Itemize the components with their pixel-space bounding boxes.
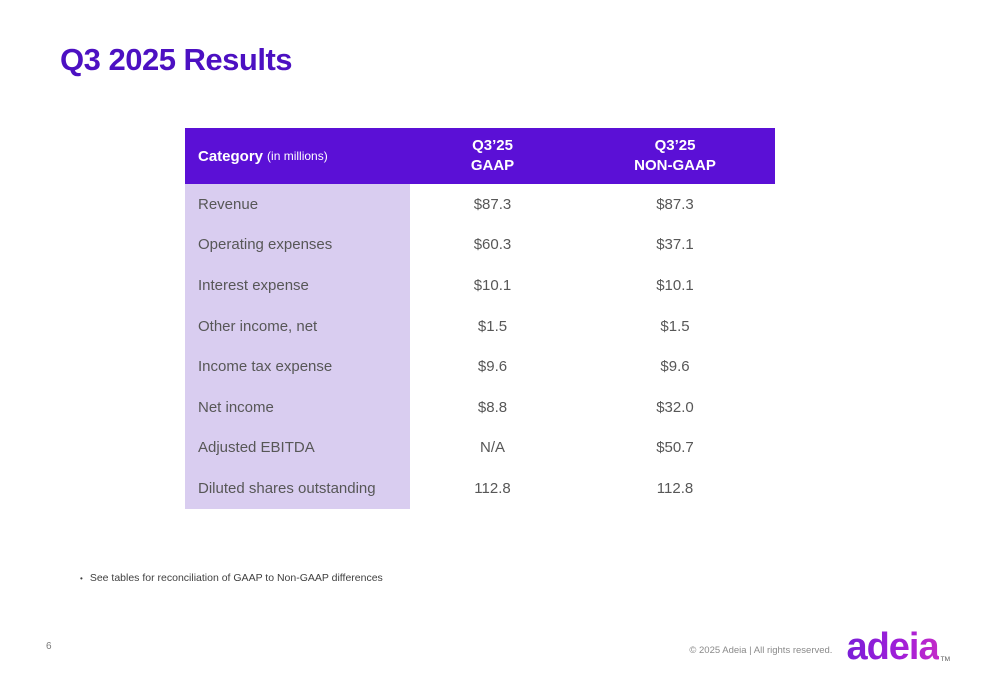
table-row: Interest expense $10.1 $10.1	[185, 265, 775, 306]
table-row: Other income, net $1.5 $1.5	[185, 305, 775, 347]
row-non-gaap-value: $50.7	[656, 439, 694, 457]
row-non-gaap-value: $1.5	[660, 317, 690, 335]
row-gaap-value: $87.3	[473, 195, 512, 213]
gaap-header-line1: Q3’25	[472, 136, 513, 154]
financial-results-table: Category (in millions) Q3’25 GAAP Q3’25 …	[185, 128, 775, 509]
row-non-gaap-value: $9.6	[660, 358, 690, 376]
table-row: Net income $8.8 $32.0	[185, 386, 775, 428]
row-gaap-value: $10.1	[473, 276, 512, 294]
row-label: Net income	[185, 386, 410, 428]
row-non-gaap-value: 112.8	[656, 479, 694, 497]
footnote: • See tables for reconciliation of GAAP …	[80, 572, 383, 584]
row-label: Operating expenses	[185, 224, 410, 266]
row-label: Adjusted EBITDA	[185, 427, 410, 469]
row-gaap-value: $9.6	[477, 358, 508, 376]
table-row: Diluted shares outstanding 112.8 112.8	[185, 468, 775, 509]
trademark-symbol: TM	[940, 656, 950, 663]
row-gaap-value: $1.5	[477, 317, 508, 335]
adeia-logo: adeia TM	[846, 628, 950, 666]
non-gaap-header-line1: Q3’25	[654, 136, 696, 154]
row-label: Diluted shares outstanding	[185, 468, 410, 509]
footer: © 2025 Adeia | All rights reserved. adei…	[689, 628, 950, 666]
footnote-bullet: •	[80, 574, 83, 583]
row-non-gaap-value: $32.0	[656, 398, 694, 416]
row-label: Interest expense	[185, 265, 410, 306]
gaap-header-line2: GAAP	[470, 157, 515, 174]
table-row: Income tax expense $9.6 $9.6	[185, 346, 775, 387]
page-title: Q3 2025 Results	[60, 42, 293, 77]
table-header-non-gaap: Q3’25 NON-GAAP	[575, 128, 775, 184]
footnote-text: See tables for reconciliation of GAAP to…	[89, 572, 383, 584]
row-label: Other income, net	[185, 305, 410, 347]
table-header-gaap: Q3’25 GAAP	[410, 128, 575, 184]
table-row: Operating expenses $60.3 $37.1	[185, 224, 775, 266]
row-non-gaap-value: $37.1	[656, 236, 694, 254]
row-label: Revenue	[185, 184, 410, 225]
table-row: Revenue $87.3 $87.3	[185, 184, 775, 225]
table-header-row: Category (in millions) Q3’25 GAAP Q3’25 …	[185, 128, 775, 184]
category-header-sublabel: (in millions)	[267, 149, 328, 163]
adeia-logo-text: adeia	[846, 626, 939, 668]
row-non-gaap-value: $87.3	[656, 195, 694, 213]
category-header-label: Category	[198, 147, 264, 165]
row-gaap-value: $8.8	[477, 398, 508, 416]
table-row: Adjusted EBITDA N/A $50.7	[185, 427, 775, 469]
page-number: 6	[46, 641, 52, 652]
row-gaap-value: $60.3	[473, 236, 512, 254]
copyright-text: © 2025 Adeia | All rights reserved.	[689, 644, 833, 656]
row-gaap-value: N/A	[479, 439, 505, 457]
row-gaap-value: 112.8	[474, 479, 511, 497]
table-header-category: Category (in millions)	[185, 128, 410, 184]
row-label: Income tax expense	[185, 346, 410, 387]
row-non-gaap-value: $10.1	[656, 276, 694, 294]
non-gaap-header-line2: NON-GAAP	[634, 157, 716, 174]
